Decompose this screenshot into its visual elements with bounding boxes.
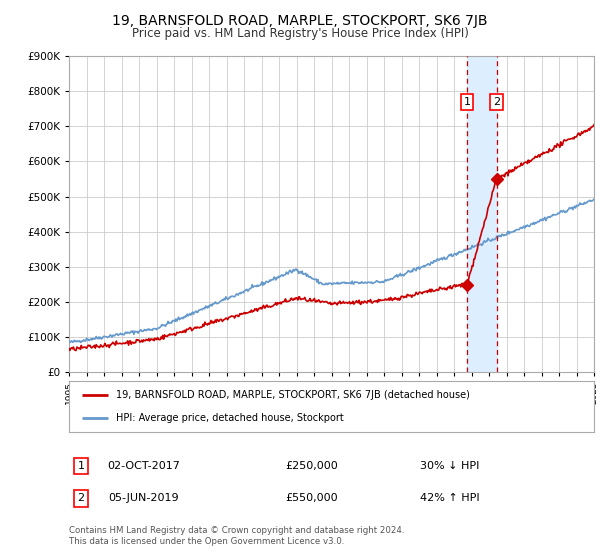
Text: 02-OCT-2017: 02-OCT-2017	[107, 461, 181, 471]
Text: 1: 1	[77, 461, 85, 471]
Text: Contains HM Land Registry data © Crown copyright and database right 2024.: Contains HM Land Registry data © Crown c…	[69, 526, 404, 535]
Text: 42% ↑ HPI: 42% ↑ HPI	[420, 493, 480, 503]
Text: £550,000: £550,000	[286, 493, 338, 503]
Text: 05-JUN-2019: 05-JUN-2019	[109, 493, 179, 503]
Bar	[467, 56, 497, 372]
Text: 1: 1	[464, 97, 470, 107]
Text: £250,000: £250,000	[286, 461, 338, 471]
Text: 2: 2	[77, 493, 85, 503]
Text: 19, BARNSFOLD ROAD, MARPLE, STOCKPORT, SK6 7JB: 19, BARNSFOLD ROAD, MARPLE, STOCKPORT, S…	[112, 14, 488, 28]
Text: HPI: Average price, detached house, Stockport: HPI: Average price, detached house, Stoc…	[116, 413, 344, 423]
Text: 19, BARNSFOLD ROAD, MARPLE, STOCKPORT, SK6 7JB (detached house): 19, BARNSFOLD ROAD, MARPLE, STOCKPORT, S…	[116, 390, 470, 400]
Text: 30% ↓ HPI: 30% ↓ HPI	[421, 461, 479, 471]
Text: 2: 2	[493, 97, 500, 107]
Text: This data is licensed under the Open Government Licence v3.0.: This data is licensed under the Open Gov…	[69, 537, 344, 546]
Text: Price paid vs. HM Land Registry's House Price Index (HPI): Price paid vs. HM Land Registry's House …	[131, 27, 469, 40]
